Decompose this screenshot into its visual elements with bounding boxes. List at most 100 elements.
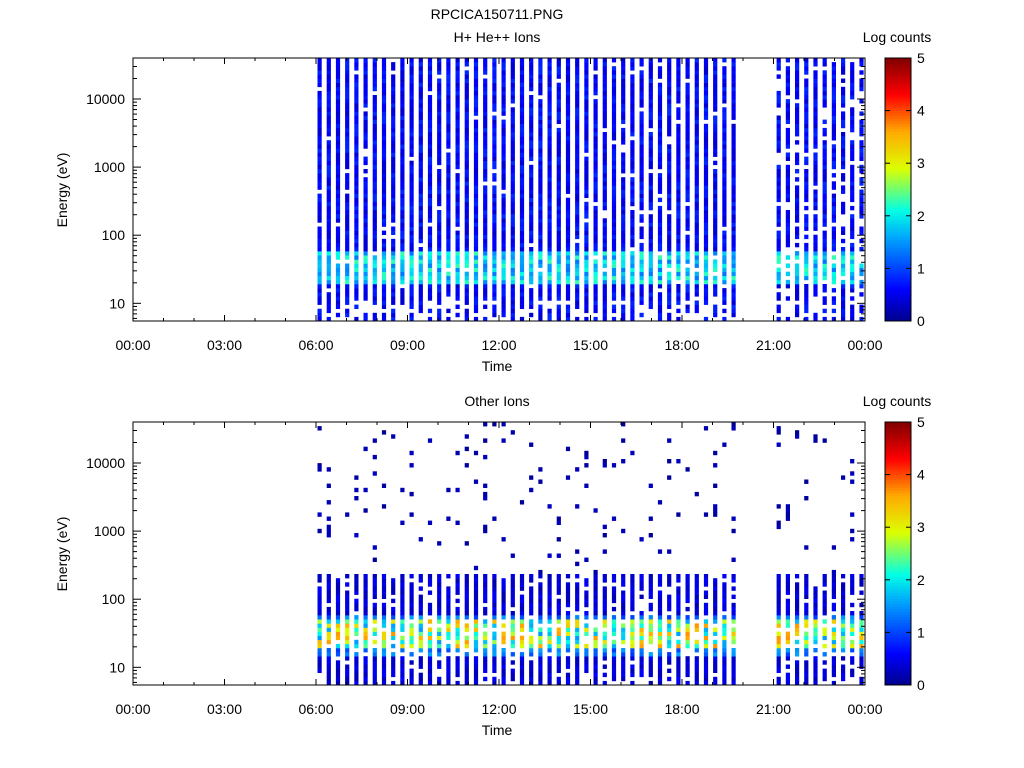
spectrogram-cell	[584, 668, 589, 674]
spectrogram-cell	[722, 271, 727, 277]
spectrogram-cell	[804, 545, 809, 550]
spectrogram-cell	[611, 119, 617, 125]
spectrogram-cell	[372, 631, 377, 637]
spectrogram-cell	[630, 251, 635, 256]
spectrogram-cell	[354, 242, 359, 248]
spectrogram-cell	[602, 99, 607, 104]
spectrogram-cell	[409, 586, 414, 591]
spectrogram-cell	[510, 169, 515, 174]
spectrogram-cell	[400, 255, 405, 260]
spectrogram-cell	[713, 210, 718, 215]
spectrogram-cell	[455, 598, 460, 604]
spectrogram-cell	[455, 193, 460, 199]
spectrogram-cell	[831, 271, 836, 277]
spectrogram-cell	[804, 586, 809, 591]
spectrogram-cell	[785, 140, 790, 145]
spectrogram-cell	[510, 144, 515, 149]
spectrogram-cell	[363, 676, 368, 682]
spectrogram-cell	[363, 132, 368, 137]
spectrogram-cell	[409, 275, 414, 281]
spectrogram-cell	[455, 487, 460, 493]
spectrogram-cell	[667, 144, 672, 149]
spectrogram-cell	[776, 284, 781, 289]
spectrogram-cell	[621, 664, 626, 669]
spectrogram-cell	[400, 119, 405, 125]
spectrogram-cell	[731, 181, 736, 186]
spectrogram-cell	[354, 205, 359, 211]
spectrogram-cell	[657, 95, 663, 100]
spectrogram-cell	[565, 185, 571, 190]
spectrogram-cell	[473, 611, 479, 616]
spectrogram-cell	[391, 226, 396, 231]
spectrogram-cell	[326, 242, 331, 248]
spectrogram-cell	[593, 611, 598, 616]
spectrogram-cell	[437, 185, 442, 190]
spectrogram-cell	[556, 582, 561, 587]
spectrogram-cell	[584, 611, 589, 616]
spectrogram-cell	[335, 304, 341, 310]
spectrogram-cell	[418, 623, 423, 628]
spectrogram-cell	[335, 90, 341, 96]
spectrogram-cell	[667, 259, 672, 264]
spectrogram-cell	[400, 648, 405, 653]
spectrogram-cell	[391, 271, 396, 277]
spectrogram-cell	[446, 218, 451, 223]
spectrogram-cell	[575, 259, 580, 264]
spectrogram-cell	[437, 582, 442, 587]
spectrogram-cell	[776, 164, 781, 170]
spectrogram-cell	[676, 99, 681, 104]
spectrogram-cell	[483, 594, 488, 600]
spectrogram-cell	[565, 156, 571, 162]
spectrogram-cell	[345, 119, 350, 125]
spectrogram-cell	[667, 95, 672, 100]
spectrogram-cell	[317, 271, 322, 277]
spectrogram-cell	[363, 594, 368, 600]
spectrogram-cell	[657, 606, 663, 612]
spectrogram-cell	[529, 680, 534, 686]
spectrogram-cell	[427, 639, 433, 645]
spectrogram-cell	[667, 459, 672, 464]
spectrogram-cell	[510, 74, 515, 79]
spectrogram-cell	[694, 308, 699, 314]
spectrogram-cell	[850, 127, 855, 133]
spectrogram-cell	[831, 201, 836, 207]
spectrogram-cell	[464, 123, 469, 129]
spectrogram-cell	[694, 491, 699, 497]
spectrogram-cell	[363, 312, 368, 318]
spectrogram-cell	[565, 226, 571, 231]
spectrogram-cell	[822, 308, 827, 314]
spectrogram-cell	[446, 664, 451, 669]
spectrogram-cell	[317, 426, 322, 431]
spectrogram-cell	[831, 574, 836, 579]
spectrogram-cell	[648, 247, 653, 252]
spectrogram-cell	[722, 586, 727, 591]
spectrogram-cell	[602, 152, 607, 157]
spectrogram-cell	[813, 197, 818, 203]
spectrogram-cell	[455, 635, 460, 641]
spectrogram-cell	[437, 115, 442, 120]
spectrogram-cell	[722, 606, 727, 612]
spectrogram-cell	[713, 292, 718, 297]
spectrogram-cell	[354, 111, 359, 116]
spectrogram-cell	[657, 148, 663, 153]
spectrogram-cell	[630, 639, 635, 645]
spectrogram-cell	[648, 90, 653, 96]
spectrogram-cell	[602, 578, 607, 583]
spectrogram-cell	[694, 152, 699, 157]
spectrogram-cell	[317, 136, 322, 141]
spectrogram-cell	[795, 185, 800, 190]
spectrogram-cell	[538, 242, 543, 248]
spectrogram-cell	[437, 238, 442, 244]
spectrogram-cell	[519, 74, 525, 79]
spectrogram-cell	[731, 528, 736, 534]
spectrogram-cell	[731, 242, 736, 248]
spectrogram-cell	[437, 214, 442, 219]
spectrogram-cell	[731, 193, 736, 199]
spectrogram-cell	[473, 615, 479, 620]
spectrogram-cell	[538, 156, 543, 162]
spectrogram-cell	[639, 627, 644, 632]
spectrogram-cell	[776, 185, 781, 190]
spectrogram-cell	[409, 210, 414, 215]
spectrogram-cell	[804, 99, 809, 104]
